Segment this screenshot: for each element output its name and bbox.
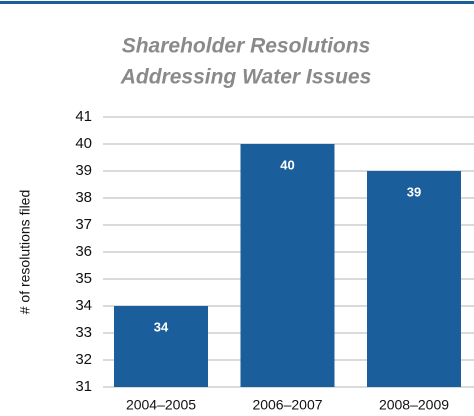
chart-title: Addressing Water Issues xyxy=(120,66,372,89)
y-tick-label: 37 xyxy=(75,216,92,233)
data-label: 34 xyxy=(154,319,169,334)
y-tick-label: 39 xyxy=(75,162,92,179)
chart-title: Shareholder Resolutions xyxy=(122,35,371,58)
top-rule xyxy=(0,1,474,4)
y-tick-label: 41 xyxy=(75,108,92,125)
x-tick-label: 2008–2009 xyxy=(379,397,449,413)
bar xyxy=(240,144,335,387)
y-axis-label: # of resolutions filed xyxy=(17,190,33,315)
y-tick-label: 31 xyxy=(75,378,92,395)
y-tick-label: 40 xyxy=(75,135,92,152)
bar xyxy=(367,171,461,387)
bar xyxy=(114,306,208,387)
x-tick-label: 2004–2005 xyxy=(126,397,196,413)
y-tick-label: 34 xyxy=(75,297,92,314)
y-tick-label: 38 xyxy=(75,189,92,206)
y-tick-label: 36 xyxy=(75,243,92,260)
data-label: 39 xyxy=(407,184,421,199)
y-tick-label: 35 xyxy=(75,270,92,287)
y-tick-label: 33 xyxy=(75,324,92,341)
x-tick-label: 2006–2007 xyxy=(252,397,322,413)
data-label: 40 xyxy=(280,157,294,172)
y-tick-label: 32 xyxy=(75,351,92,368)
